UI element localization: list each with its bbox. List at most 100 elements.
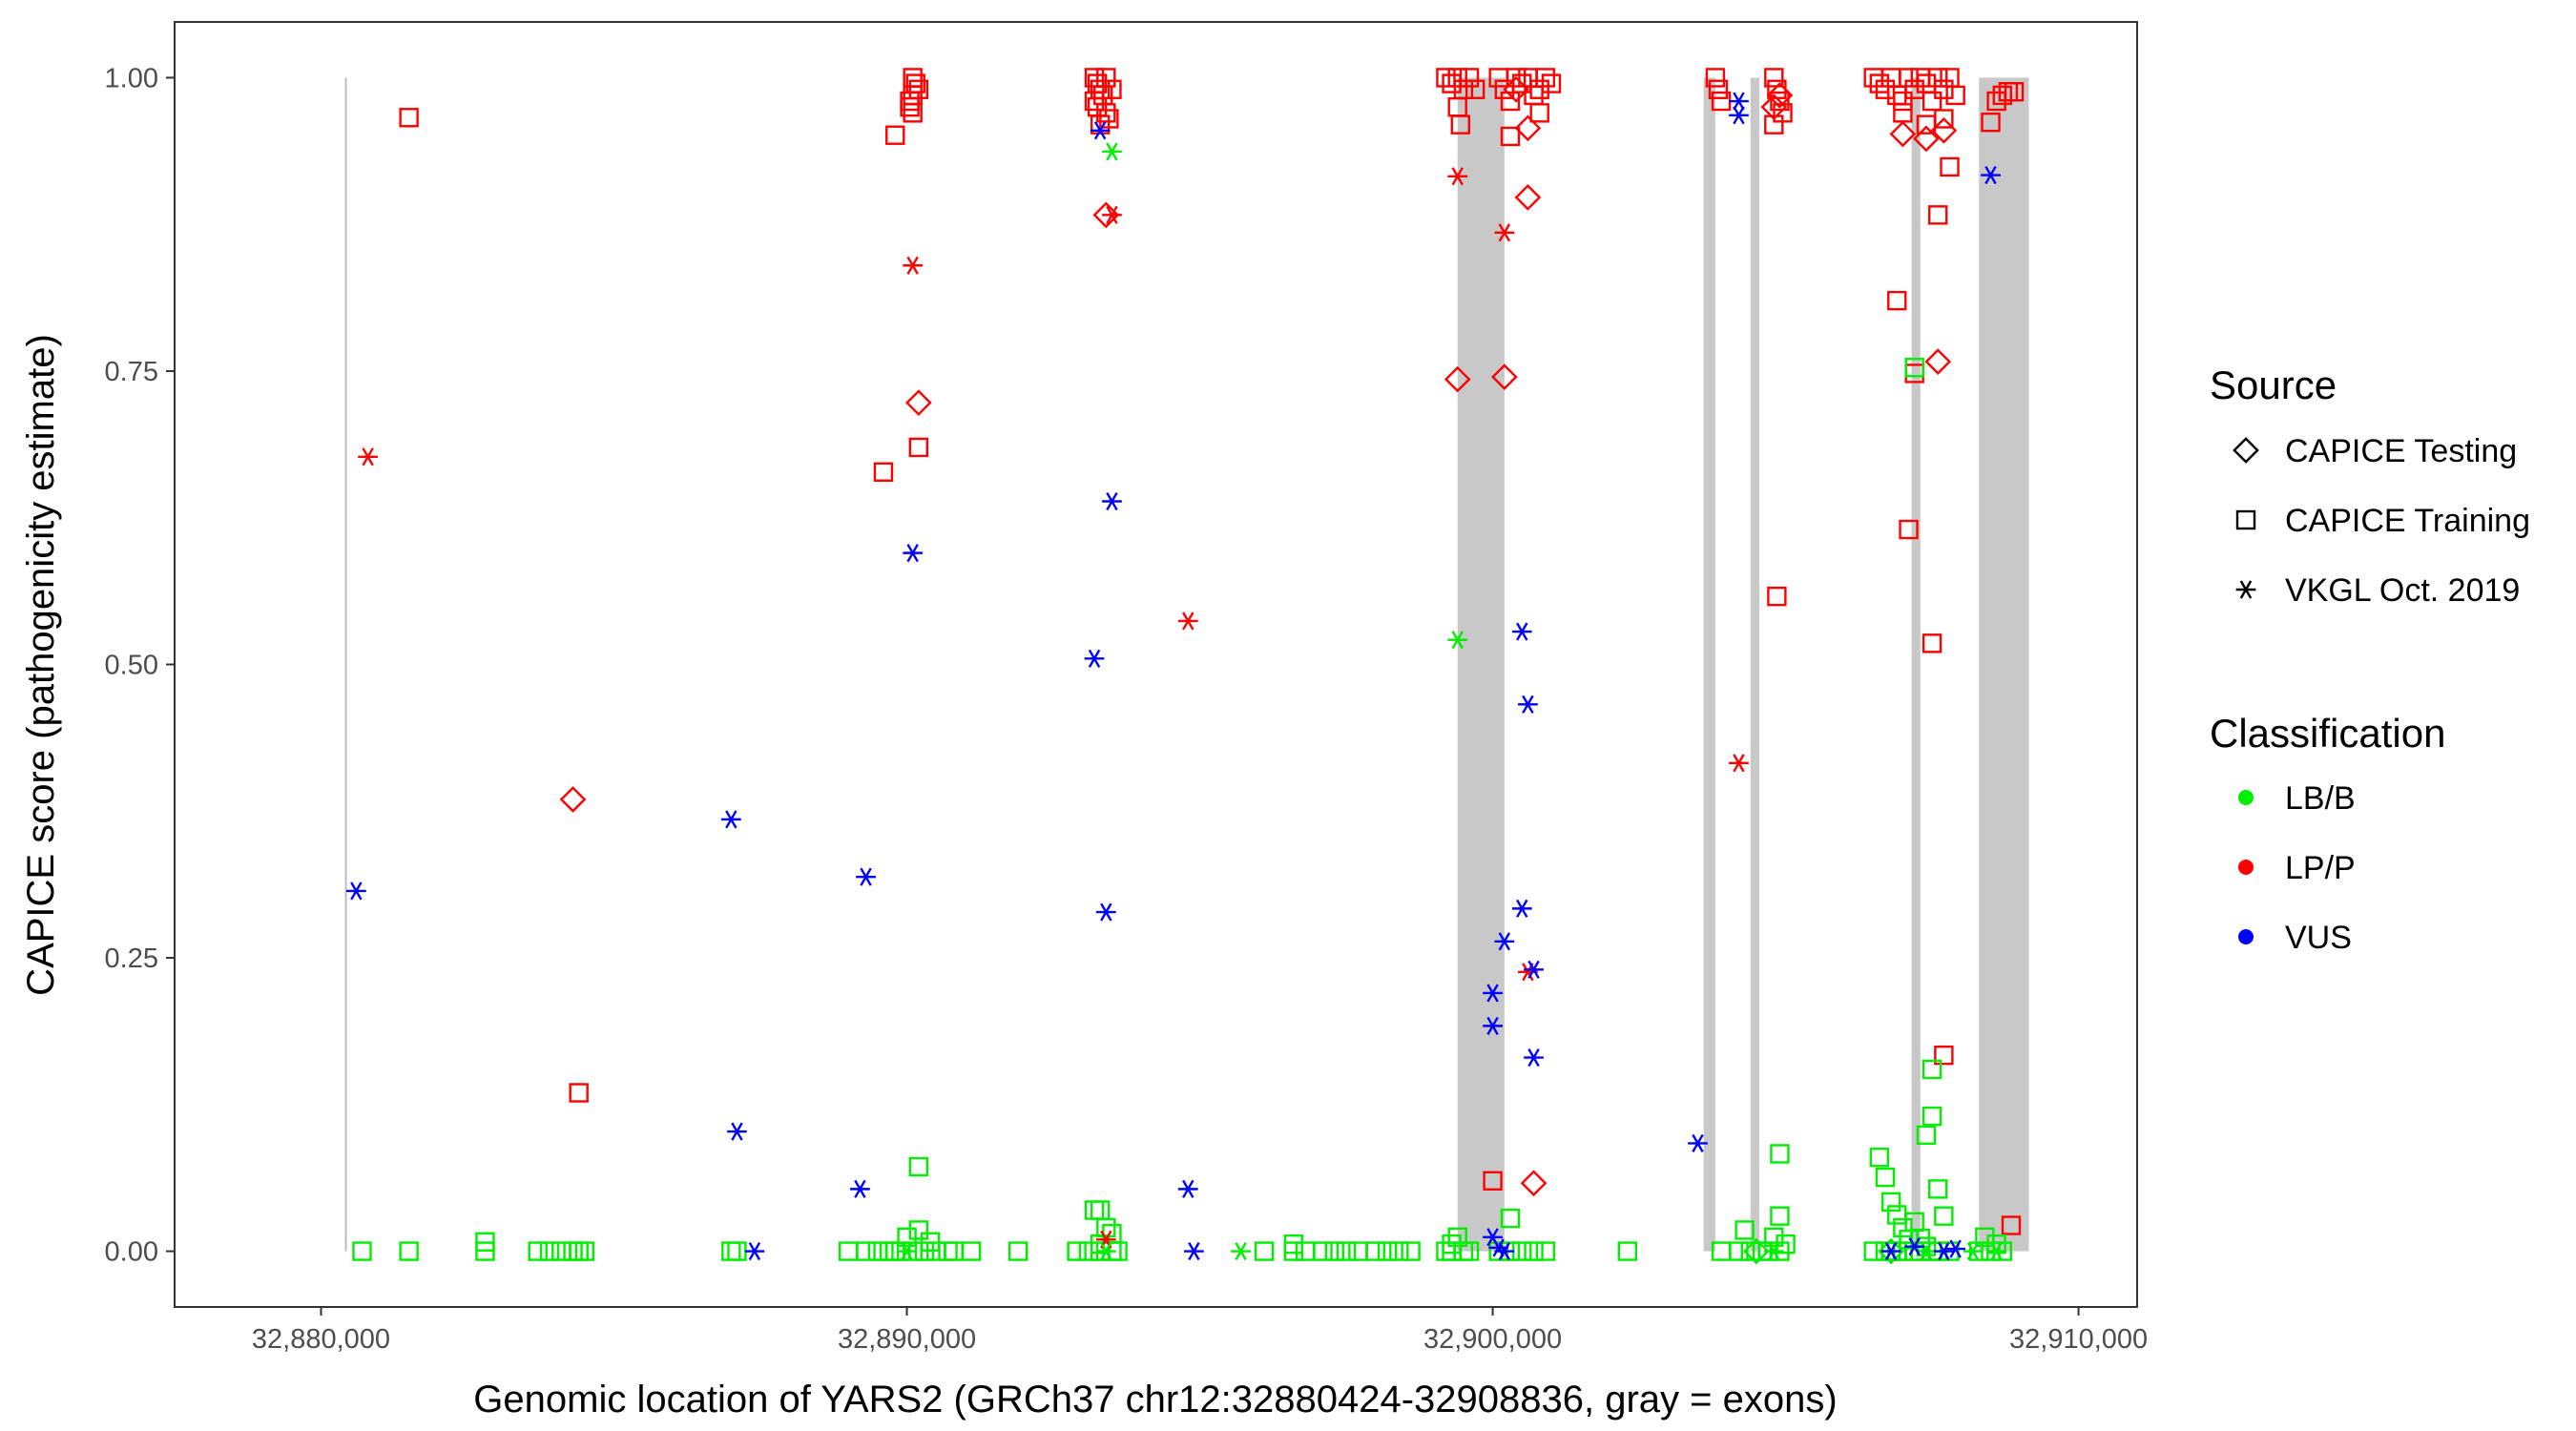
data-point (1705, 68, 1726, 88)
data-point (1500, 91, 1521, 112)
data-point (1511, 899, 1532, 918)
data-point (1770, 1206, 1790, 1226)
data-point (569, 1083, 589, 1103)
data-point (961, 1241, 982, 1261)
data-point (850, 1179, 870, 1198)
legend: Source CAPICE Testing CAPICE Training VK… (2210, 363, 2530, 956)
data-point (908, 437, 929, 458)
data-point (1729, 1241, 1749, 1261)
y-axis-title: CAPICE score (pathogenicity estimate) (20, 334, 62, 996)
data-point (2004, 81, 2025, 102)
data-point (1916, 1125, 1937, 1145)
data-point (1880, 1192, 1901, 1213)
data-point (1389, 1241, 1409, 1261)
data-point (1945, 1239, 1966, 1258)
data-point (1893, 1217, 1913, 1238)
data-point (1767, 586, 1787, 607)
data-point (1767, 79, 1787, 99)
data-point (1231, 1242, 1251, 1261)
data-point (720, 810, 741, 829)
data-point (1444, 365, 1471, 393)
data-point (352, 1241, 372, 1261)
data-point (1928, 1179, 1948, 1199)
y-axis: 0.00 0.25 0.50 0.75 1.00 (105, 63, 175, 1268)
data-point (903, 544, 924, 563)
data-point (1986, 1242, 2006, 1261)
data-point (1506, 68, 1527, 88)
data-point (1483, 1016, 1503, 1035)
data-point (903, 256, 924, 275)
data-point (1922, 1059, 1942, 1080)
data-point (856, 867, 876, 886)
data-point (574, 1241, 595, 1261)
data-point (528, 1241, 548, 1261)
legend-source-title: Source (2210, 363, 2337, 407)
data-point (1735, 1220, 1755, 1240)
legend-source-label-training: CAPICE Training (2285, 503, 2530, 539)
y-tick-label: 0.50 (105, 651, 158, 681)
data-point (1084, 649, 1105, 668)
data-point (2001, 1215, 2022, 1235)
data-point (1934, 1045, 1954, 1066)
data-points (345, 68, 2025, 1265)
data-point (1494, 932, 1515, 951)
data-point (1177, 1179, 1198, 1198)
data-point (1893, 103, 1913, 123)
data-point (1518, 695, 1538, 714)
data-point (1450, 114, 1470, 135)
data-point (1880, 1242, 1901, 1261)
data-point (908, 1156, 929, 1177)
data-point (1500, 1208, 1521, 1229)
data-point (1529, 103, 1549, 123)
data-point (1102, 205, 1122, 224)
data-point (1465, 79, 1485, 99)
data-point (1770, 1144, 1790, 1164)
data-point (1889, 120, 1917, 148)
data-point (1934, 1242, 1954, 1261)
data-point (900, 91, 920, 112)
x-tick-label: 32,880,000 (252, 1324, 390, 1355)
data-point (1764, 68, 1784, 88)
y-tick-label: 0.75 (105, 357, 158, 387)
data-point (1922, 633, 1942, 653)
data-point (1511, 622, 1532, 641)
exon-band (1750, 77, 1759, 1252)
data-point (1102, 142, 1122, 161)
data-point (1963, 1242, 1984, 1261)
data-point (1904, 79, 1924, 99)
data-point (897, 1227, 917, 1248)
data-point (1904, 1237, 1925, 1256)
data-point (1764, 1227, 1784, 1248)
data-point (1483, 1171, 1503, 1191)
data-point (727, 1122, 747, 1141)
data-point (1524, 1241, 1544, 1261)
data-point (1184, 1242, 1204, 1261)
data-point (1729, 92, 1749, 111)
data-point (1541, 73, 1562, 93)
data-point (559, 786, 587, 813)
data-point (399, 108, 419, 128)
data-point (1688, 1133, 1708, 1152)
data-point (1535, 68, 1556, 88)
data-point (1922, 1106, 1942, 1127)
data-point (1934, 109, 1954, 129)
data-point (1494, 1242, 1515, 1261)
data-point (1708, 79, 1729, 99)
legend-class-keys (2238, 790, 2254, 944)
data-point (1763, 1242, 1784, 1261)
data-point (1945, 85, 1965, 106)
y-tick-label: 1.00 (105, 63, 158, 93)
data-point (1992, 85, 2012, 106)
data-point (358, 447, 378, 467)
data-point (1442, 1234, 1462, 1255)
data-point (1887, 290, 1907, 311)
exon-bands (344, 77, 2029, 1252)
data-point (1770, 91, 1790, 112)
data-point (1500, 126, 1521, 147)
data-point (1436, 68, 1456, 88)
data-point (897, 1242, 917, 1261)
data-point (1008, 1241, 1028, 1261)
data-point (1520, 1170, 1548, 1197)
data-point (1102, 79, 1122, 99)
